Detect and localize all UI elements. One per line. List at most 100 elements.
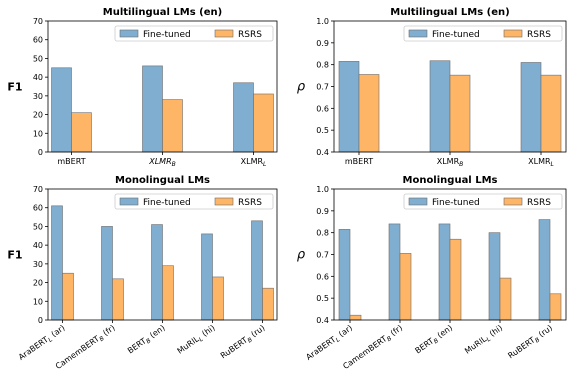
y-axis-label: F1 — [7, 249, 22, 262]
legend-label-fine-tuned: Fine-tuned — [143, 198, 191, 208]
bar-fine-tuned-2 — [388, 223, 401, 321]
bar-fine-tuned-2 — [142, 65, 163, 153]
y-tick-label: 0.7 — [316, 83, 329, 92]
bar-fine-tuned-1 — [51, 205, 63, 321]
chart-title: Multilingual LMs (en) — [103, 7, 222, 18]
y-tick-label: 0.5 — [316, 294, 329, 303]
legend-swatch-rsrs — [214, 29, 234, 38]
legend: Fine-tuned RSRS — [403, 193, 563, 210]
x-tick-label: AraBERTL (ar) — [17, 323, 68, 363]
bar-rsrs-1 — [62, 272, 74, 321]
bar-fine-tuned-3 — [151, 224, 163, 321]
bar-rsrs-2 — [162, 99, 183, 153]
y-tick-label: 1.0 — [316, 185, 329, 194]
x-tick-label: XLMRL — [241, 157, 267, 168]
x-tick-label: RuBERTB (ru) — [219, 323, 268, 362]
bar-rsrs-1 — [358, 74, 380, 153]
bar-rsrs-3 — [449, 238, 462, 321]
bar-fine-tuned-3 — [520, 62, 542, 153]
legend-box — [403, 193, 563, 210]
y-tick-label: 30 — [33, 260, 43, 269]
y-tick-label: 0.6 — [316, 104, 329, 113]
y-tick-label: 0.8 — [316, 61, 329, 70]
legend-box — [403, 25, 563, 42]
chart-title: Monolingual LMs — [115, 175, 210, 186]
legend-label-fine-tuned: Fine-tuned — [432, 30, 480, 40]
legend-label-rsrs: RSRS — [527, 30, 551, 40]
y-tick-label: 20 — [33, 279, 43, 288]
bar-fine-tuned-2 — [429, 60, 451, 153]
bar-rsrs-1 — [71, 112, 92, 153]
legend-swatch-rsrs — [214, 197, 234, 206]
chart-title: Multilingual LMs (en) — [390, 7, 509, 18]
y-tick-label: 60 — [33, 204, 43, 213]
bar-rsrs-3 — [253, 93, 274, 153]
legend-box — [114, 25, 274, 42]
bar-fine-tuned-1 — [338, 61, 360, 153]
y-tick-label: 60 — [33, 36, 43, 45]
legend: Fine-tuned RSRS — [114, 193, 274, 210]
bar-fine-tuned-3 — [233, 82, 254, 153]
chart-panel-4: Monolingual LMs ρ 0.4 0.5 0.6 0.7 0.8 0.9 1.0 Ara… — [297, 175, 567, 371]
legend-swatch-rsrs — [503, 29, 523, 38]
legend-label-rsrs: RSRS — [527, 198, 551, 208]
bar-fine-tuned-1 — [51, 67, 72, 153]
bar-rsrs-4 — [212, 276, 224, 321]
bar-fine-tuned-5 — [251, 220, 263, 321]
y-tick-label: 30 — [33, 92, 43, 101]
y-tick-label: 50 — [33, 54, 43, 63]
bar-rsrs-2 — [399, 253, 412, 321]
chart-panel-3: Monolingual LMs F1 0 10 20 30 40 50 60 70 AraBERTL… — [7, 175, 278, 371]
bar-rsrs-2 — [112, 278, 124, 321]
y-tick-label: 0.9 — [316, 207, 329, 216]
bar-rsrs-2 — [449, 74, 471, 153]
legend-label-fine-tuned: Fine-tuned — [143, 30, 191, 40]
y-tick-label: 0.4 — [316, 316, 329, 325]
y-tick-label: 40 — [33, 73, 43, 82]
y-tick-label: 0 — [38, 148, 43, 157]
legend: Fine-tuned RSRS — [403, 25, 563, 42]
bar-fine-tuned-1 — [338, 229, 351, 321]
y-axis-label: ρ — [297, 80, 306, 95]
legend-box — [114, 193, 274, 210]
legend: Fine-tuned RSRS — [114, 25, 274, 42]
legend-swatch-fine-tuned — [408, 197, 428, 206]
bar-rsrs-5 — [549, 293, 562, 321]
y-tick-label: 70 — [33, 17, 43, 26]
x-tick-label: RuBERTB (ru) — [506, 323, 555, 362]
x-tick-label: XLMRB — [148, 157, 176, 168]
y-tick-label: 0.4 — [316, 148, 329, 157]
bar-rsrs-3 — [540, 74, 562, 153]
y-tick-label: 0.6 — [316, 272, 329, 281]
y-tick-label: 1.0 — [316, 17, 329, 26]
bar-fine-tuned-2 — [101, 226, 113, 321]
chart-panel-1: Multilingual LMs (en) F1 0 10 20 30 40 50 60 70 mB… — [7, 7, 278, 168]
legend-swatch-fine-tuned — [119, 29, 139, 38]
legend-label-rsrs: RSRS — [238, 198, 262, 208]
bar-fine-tuned-4 — [201, 233, 213, 321]
bar-rsrs-4 — [499, 277, 512, 321]
y-tick-label: 70 — [33, 185, 43, 194]
y-tick-label: 20 — [33, 111, 43, 120]
x-tick-label: MuRILL (hi) — [176, 323, 218, 357]
y-tick-label: 10 — [33, 297, 43, 306]
bar-fine-tuned-3 — [438, 223, 451, 321]
y-tick-label: 0 — [38, 316, 43, 325]
legend-swatch-rsrs — [503, 197, 523, 206]
y-tick-label: 50 — [33, 222, 43, 231]
legend-label-rsrs: RSRS — [238, 30, 262, 40]
legend-swatch-fine-tuned — [408, 29, 428, 38]
y-tick-label: 0.9 — [316, 39, 329, 48]
chart-panel-2: Multilingual LMs (en) ρ 0.4 0.5 0.6 0.7 0.8 0.9… — [297, 7, 567, 168]
legend-label-fine-tuned: Fine-tuned — [432, 198, 480, 208]
x-tick-label: XLMRL — [528, 157, 554, 168]
x-tick-label: mBERT — [345, 157, 373, 166]
y-tick-label: 10 — [33, 129, 43, 138]
y-tick-label: 0.5 — [316, 126, 329, 135]
bar-rsrs-1 — [349, 314, 362, 321]
x-tick-label: XLMRB — [437, 157, 464, 168]
y-tick-label: 40 — [33, 241, 43, 250]
y-axis-label: ρ — [297, 248, 306, 263]
chart-title: Monolingual LMs — [403, 175, 498, 186]
